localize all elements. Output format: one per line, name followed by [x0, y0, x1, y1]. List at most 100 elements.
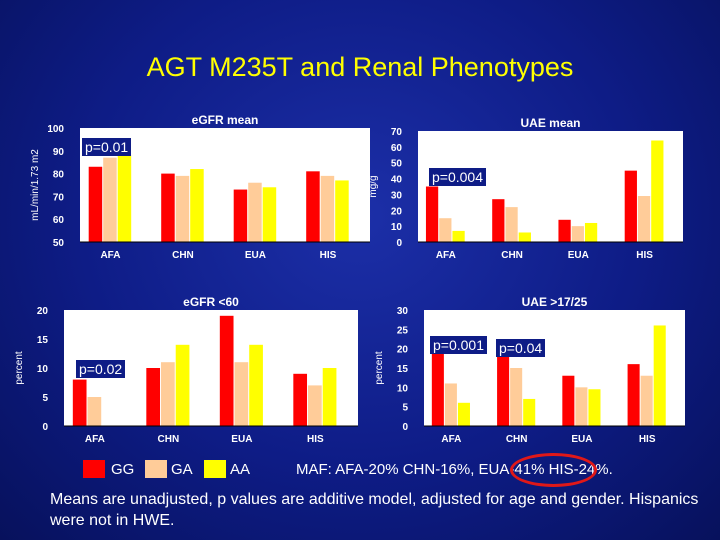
x-tick-label: CHN [158, 434, 180, 445]
bar-gg-chn [146, 368, 161, 426]
bar-ga-eua [575, 387, 588, 426]
bar-gg-afa [425, 186, 439, 242]
bar-gg-his [624, 170, 637, 242]
x-tick-label: AFA [100, 250, 120, 261]
x-tick-label: CHN [172, 250, 194, 261]
bar-gg-eua [233, 189, 248, 242]
slide-title: AGT M235T and Renal Phenotypes [146, 52, 574, 82]
legend-swatch-aa [204, 460, 226, 478]
x-tick-label: EUA [231, 434, 252, 445]
bar-ga-afa [444, 383, 457, 426]
bar-gg-eua [219, 315, 234, 426]
bar-ga-chn [161, 362, 175, 426]
bar-aa-chn [175, 344, 190, 426]
bar-aa-eua [584, 222, 598, 242]
y-axis-label: mg/g [368, 175, 379, 197]
y-tick-label: 70 [391, 127, 403, 138]
y-tick-label: 20 [37, 306, 49, 317]
x-tick-label: AFA [441, 434, 461, 445]
footnote: Means are unadjusted, p values are addit… [50, 491, 699, 529]
chart-title: UAE >17/25 [522, 295, 588, 309]
bar-gg-eua [558, 219, 571, 242]
y-tick-label: 40 [391, 175, 403, 186]
pvalue-uae-mean: p=0.004 [429, 168, 486, 186]
bar-aa-eua [262, 187, 277, 242]
x-tick-label: HIS [307, 434, 324, 445]
bar-ga-chn [175, 175, 190, 242]
y-tick-label: 60 [391, 143, 403, 154]
y-axis-label: percent [14, 351, 25, 385]
bar-gg-his [293, 373, 308, 426]
x-tick-label: EUA [245, 250, 266, 261]
bar-ga-afa [439, 218, 452, 242]
bar-ga-eua [571, 226, 584, 242]
bar-ga-eua [248, 182, 262, 242]
y-tick-label: 10 [391, 222, 403, 233]
bar-aa-chn [518, 232, 531, 242]
pvalue-uae-gt17-b: p=0.04 [496, 339, 546, 357]
y-tick-label: 0 [396, 238, 402, 249]
chart-title: UAE mean [520, 116, 580, 130]
bar-gg-his [306, 171, 320, 242]
y-tick-label: 80 [53, 170, 65, 181]
x-tick-label: HIS [320, 250, 337, 261]
bar-ga-chn [505, 207, 518, 242]
y-tick-label: 15 [37, 335, 49, 346]
bar-gg-afa [88, 166, 103, 242]
bar-aa-chn [523, 398, 536, 426]
bar-ga-his [320, 175, 335, 242]
y-tick-label: 15 [397, 364, 409, 375]
bar-aa-his [335, 180, 349, 242]
pvalue-egfr-mean: p=0.01 [82, 138, 132, 156]
bar-gg-his [627, 364, 640, 426]
bar-ga-afa [103, 157, 117, 242]
x-tick-label: AFA [436, 250, 456, 261]
x-tick-label: CHN [506, 434, 528, 445]
x-tick-label: EUA [571, 434, 592, 445]
y-tick-label: 5 [402, 403, 408, 414]
bar-aa-his [653, 325, 666, 426]
y-tick-label: 90 [53, 147, 65, 158]
y-tick-label: 50 [53, 238, 65, 249]
legend-swatch-gg [83, 460, 105, 478]
bar-aa-chn [190, 169, 204, 242]
pvalue-uae-gt17-a: p=0.001 [430, 336, 487, 354]
y-tick-label: 100 [47, 124, 64, 135]
x-tick-label: EUA [568, 250, 589, 261]
y-axis-label: percent [374, 351, 385, 385]
y-tick-label: 60 [53, 215, 65, 226]
bar-gg-afa [431, 352, 444, 426]
legend-swatch-ga [145, 460, 167, 478]
bar-ga-his [308, 385, 322, 426]
bar-gg-chn [161, 173, 175, 242]
bar-aa-afa [452, 230, 465, 242]
chart-title: eGFR <60 [183, 295, 239, 309]
y-tick-label: 30 [391, 190, 403, 201]
x-tick-label: AFA [85, 434, 105, 445]
x-tick-label: CHN [501, 250, 523, 261]
bar-aa-eua [249, 344, 263, 426]
bar-ga-chn [510, 368, 523, 426]
y-tick-label: 10 [37, 364, 49, 375]
bar-aa-his [651, 140, 664, 242]
x-tick-label: HIS [636, 250, 653, 261]
y-tick-label: 20 [397, 345, 409, 356]
bar-gg-chn [492, 199, 505, 242]
legend-label-ga: GA [171, 461, 193, 478]
y-tick-label: 70 [53, 192, 65, 203]
bar-ga-eua [234, 362, 249, 426]
bar-ga-afa [87, 397, 102, 426]
bar-gg-afa [72, 379, 87, 426]
bar-ga-his [637, 196, 651, 242]
pvalue-egfr-lt60: p=0.02 [76, 360, 126, 378]
bar-aa-afa [117, 155, 132, 242]
y-tick-label: 20 [391, 206, 403, 217]
bar-gg-chn [497, 356, 510, 426]
bar-aa-eua [588, 389, 601, 426]
bar-gg-eua [562, 375, 575, 426]
bar-aa-his [322, 368, 337, 426]
y-tick-label: 30 [397, 306, 409, 317]
y-tick-label: 0 [42, 422, 48, 433]
